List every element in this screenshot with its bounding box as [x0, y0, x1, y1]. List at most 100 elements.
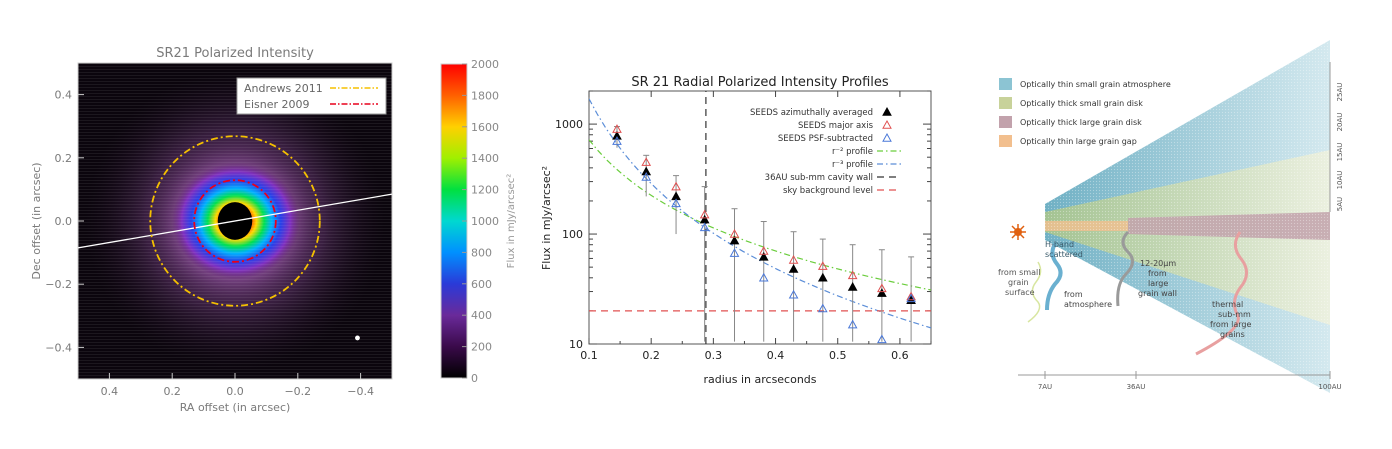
major-axis-line [77, 193, 393, 249]
polarized-intensity-map: SR21 Polarized Intensity RA offset (in a… [30, 46, 517, 414]
profile-point [877, 283, 887, 293]
profile-legend-label: r⁻² profile [832, 147, 873, 157]
colorbar-label: Flux in mJy/arcsec² [506, 174, 517, 269]
texture-overlay [1045, 40, 1330, 393]
eisner-2009-ring [193, 179, 277, 263]
profile-point [906, 291, 916, 301]
map-y-label: Dec offset (in arcsec) [30, 162, 43, 279]
map-y-tick-label: 0.2 [55, 152, 73, 165]
profile-legend-label: 36AU sub-mm cavity wall [765, 173, 873, 183]
colorbar-tick-label: 200 [471, 341, 492, 354]
profile-point [817, 261, 828, 270]
profile-title: SR 21 Radial Polarized Intensity Profile… [631, 75, 889, 90]
label-36au: 36AU [1127, 383, 1146, 391]
horizontal-scale: 7AU 36AU 100AU [1018, 371, 1342, 391]
annotation-wall-2: from [1148, 269, 1167, 278]
annotation-submm-4: grains [1220, 330, 1245, 339]
colorbar-tick-label: 1400 [471, 152, 499, 165]
scale-label-20au: 20AU [1336, 113, 1344, 132]
radial-profile-panel: SR 21 Radial Polarized Intensity Profile… [530, 0, 950, 445]
map-title: SR21 Polarized Intensity [156, 46, 314, 61]
profile-point [729, 229, 740, 238]
andrews-2011-ring [149, 135, 321, 307]
radial-profile-chart: SR 21 Radial Polarized Intensity Profile… [540, 75, 932, 386]
scale-label-5au: 5AU [1336, 197, 1344, 211]
profile-point [699, 209, 710, 219]
profile-point [758, 251, 769, 261]
profile-point [729, 248, 740, 257]
profile-x-tick-label: 0.5 [829, 349, 847, 362]
hband-wavy-arrow [1045, 242, 1063, 311]
profile-y-tick-label: 100 [562, 228, 583, 241]
profile-x-tick-label: 0.2 [642, 349, 660, 362]
profile-legend-label: SEEDS azimuthally averaged [750, 108, 873, 118]
scale-label-15au: 15AU [1336, 143, 1344, 162]
map-x-tick-label: −0.4 [347, 385, 374, 398]
midir-wavy-arrow [1116, 230, 1134, 307]
profile-legend-label: sky background level [783, 186, 873, 196]
map-x-label: RA offset (in arcsec) [180, 401, 291, 414]
star-rays-icon [1010, 224, 1026, 240]
profile-x-tick-label: 0.6 [891, 349, 909, 362]
profile-point [612, 136, 622, 145]
profile-point [877, 334, 887, 344]
profile-point [788, 255, 799, 264]
legend-atmosphere-label: Optically thin small grain atmosphere [1020, 80, 1171, 89]
profile-legend-marker [882, 119, 892, 129]
map-x-tick-label: 0.4 [101, 385, 119, 398]
profile-point [877, 288, 887, 297]
profile-legend-label: SEEDS PSF-subtracted [778, 134, 873, 144]
profile-legend-marker [882, 132, 892, 142]
beam-marker [355, 335, 360, 341]
colorbar-tick-label: 600 [471, 278, 492, 291]
profile-point [729, 235, 740, 245]
profile-x-tick-label: 0.3 [705, 349, 723, 362]
map-x-tick-label: −0.2 [284, 385, 311, 398]
profile-point [847, 281, 858, 291]
colorbar-tick-label: 0 [471, 372, 478, 385]
profile-point [641, 157, 652, 166]
profile-point [758, 246, 769, 255]
legend-swatch-large-disk [999, 116, 1012, 128]
annotation-small-grain-3: surface [1005, 288, 1035, 297]
annotation-submm-2: sub-mm [1218, 310, 1251, 319]
colorbar-tick-label: 1600 [471, 121, 499, 134]
annotation-wall-1: 12-20μm [1140, 259, 1176, 268]
profile-x-tick-label: 0.1 [580, 349, 598, 362]
map-y-tick-label: −0.2 [45, 278, 72, 291]
annotation-hband-1: H-band [1045, 240, 1074, 249]
annotation-atmosphere-1: from [1064, 290, 1083, 299]
polarized-intensity-map-panel: SR21 Polarized Intensity RA offset (in a… [0, 0, 520, 445]
profile-point [641, 172, 652, 181]
profile-point [788, 264, 799, 273]
vertical-scale: 25AU 20AU 15AU 10AU 5AU [1329, 62, 1344, 212]
colorbar-tick-label: 400 [471, 309, 492, 322]
map-legend-box [236, 77, 387, 115]
annotation-submm-3: from large [1210, 320, 1252, 329]
annotation-hband-2: scattered [1045, 250, 1083, 259]
profile-x-label: radius in arcseconds [703, 373, 816, 386]
map-y-tick-label: 0.0 [55, 215, 73, 228]
profile-point [847, 270, 858, 280]
colorbar-tick-label: 1200 [471, 184, 499, 197]
small-grain-wavy-arrow [1027, 261, 1042, 323]
profile-point [612, 130, 622, 140]
profile-legend-label: SEEDS major axis [798, 121, 874, 131]
submm-wavy-arrow [1195, 231, 1248, 356]
legend-eisner-label: Eisner 2009 [244, 98, 310, 111]
profile-point [788, 289, 799, 299]
colorbar-tick-label: 1800 [471, 89, 499, 102]
legend-swatch-gap [999, 135, 1012, 147]
profile-legend: SEEDS azimuthally averaged SEEDS major ax… [750, 106, 901, 196]
profile-point [847, 319, 858, 329]
profile-point [671, 198, 681, 208]
profile-point [671, 181, 681, 191]
legend-large-disk-label: Optically thick large grain disk [1020, 118, 1142, 127]
colorbar-tick-label: 2000 [471, 58, 499, 71]
profile-point [758, 272, 769, 282]
diagram-legend: Optically thin small grain atmosphere Op… [999, 78, 1171, 147]
profile-point [817, 272, 828, 282]
legend-gap-label: Optically thin large grain gap [1020, 137, 1137, 146]
colorbar: 0 200 400 600 800 1000 1200 1400 1600 1800 2000 Fl… [440, 58, 517, 385]
profile-point [612, 124, 622, 133]
